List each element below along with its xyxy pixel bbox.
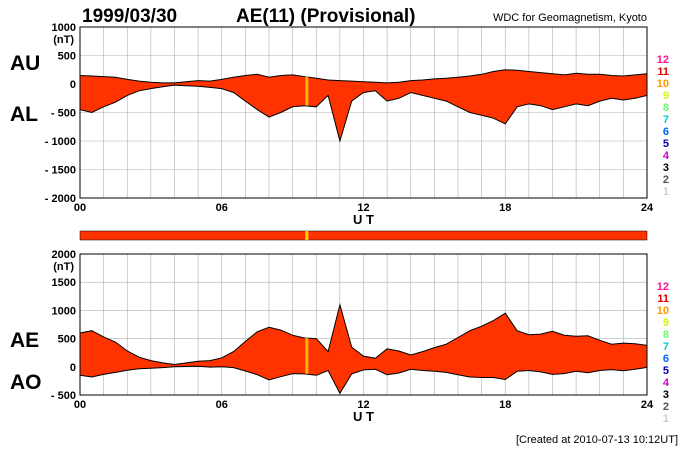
au-al-legend-count: 5 [663,138,669,150]
ae-ao-legend-count: 1 [663,413,669,425]
ae-ao-legend-count: 11 [657,293,669,305]
ae-ao-lower-series-line [79,365,648,395]
ae-ao-legend-count: 6 [663,353,669,365]
au-al-y-tick-label: - 1500 [45,165,76,177]
ae-ao-y-tick-label: 2000 [52,249,76,261]
au-al-legend-count: 12 [657,54,669,66]
au-al-y-tick-label: - 2000 [45,193,76,205]
au-al-x-tick-label: 12 [357,202,369,214]
au-al-x-axis-label: U T [353,212,374,227]
au-al-upper-series-line [79,69,648,84]
timeline-bar-fill [79,230,648,241]
ae-ao-x-tick-label: 06 [216,399,228,411]
au-al-legend-count: 3 [663,162,669,174]
ae-ao-x-tick-label: 00 [74,399,86,411]
ae-ao-y-tick-label: 1500 [52,277,76,289]
au-al-legend-count: 4 [663,150,670,162]
au-al-lower-series-label: AL [10,103,38,126]
plot-title: AE(11) (Provisional) [236,6,416,27]
ae-ao-highlight-stripe [305,338,309,374]
au-al-x-tick-label: 18 [499,202,511,214]
au-al-x-tick-label: 06 [216,202,228,214]
ae-ao-x-tick-label: 18 [499,399,511,411]
ae-ao-x-tick-label: 12 [357,399,369,411]
plot-date: 1999/03/30 [82,6,177,27]
ae-ao-y-tick-label: 0 [70,362,76,374]
au-al-frame [79,26,648,199]
au-al-legend-count: 1 [663,186,669,198]
au-al-x-tick-label: 00 [74,202,86,214]
ae-ao-legend-count: 9 [663,317,669,329]
au-al-y-tick-label: 0 [70,79,76,91]
au-al-lower-series-line [79,84,648,143]
au-al-unit-label: (nT) [53,34,74,46]
au-al-highlight-stripe [305,76,309,106]
au-al-legend-count: 8 [663,102,669,114]
au-al-legend-count: 9 [663,90,669,102]
au-al-legend-count: 6 [663,126,669,138]
au-al-panel: 1000 500 0 - 500 - 1000 - 1500 - 2000 (nT) 00 06 1… [10,22,670,227]
au-al-y-tick-label: 500 [58,51,76,63]
ae-ao-legend-count: 7 [663,341,669,353]
timeline-bar [79,230,648,241]
ae-ao-legend-count: 3 [663,389,669,401]
ae-ao-legend-count: 4 [663,377,670,389]
ae-ao-unit-label: (nT) [53,261,74,273]
ae-ao-y-tick-label: - 500 [51,390,76,402]
au-al-legend-count: 10 [657,78,669,90]
ae-ao-y-tick-label: 500 [58,334,76,346]
ae-ao-legend-count: 5 [663,365,669,377]
ae-ao-legend-count: 2 [663,401,669,413]
ae-ao-upper-series-label: AE [10,329,39,352]
ae-ao-y-tick-label: 1000 [52,305,76,317]
ae-ao-envelope-area [80,304,647,394]
data-source: WDC for Geomagnetism, Kyoto [493,12,647,24]
ae-ao-legend-count: 12 [657,281,669,293]
ae-ao-lower-series-label: AO [10,371,42,394]
au-al-legend-count: 2 [663,174,669,186]
ae-ao-x-tick-label: 24 [641,399,654,411]
au-al-upper-series-label: AU [10,52,40,75]
timeline-bar-highlight [305,231,309,240]
ae-ao-upper-series-line [79,302,648,366]
au-al-y-tick-label: - 500 [51,108,76,120]
au-al-x-tick-label: 24 [641,202,654,214]
ae-ao-legend-count: 10 [657,305,669,317]
ae-ao-frame [79,253,648,396]
ae-ao-x-axis-label: U T [353,409,374,424]
ae-ao-legend-count: 8 [663,329,669,341]
au-al-legend-count: 11 [657,66,669,78]
created-timestamp: [Created at 2010-07-13 10:12UT] [516,434,678,446]
au-al-legend-count: 7 [663,114,669,126]
au-al-y-tick-label: 1000 [52,22,76,34]
au-al-y-tick-label: - 1000 [45,136,76,148]
